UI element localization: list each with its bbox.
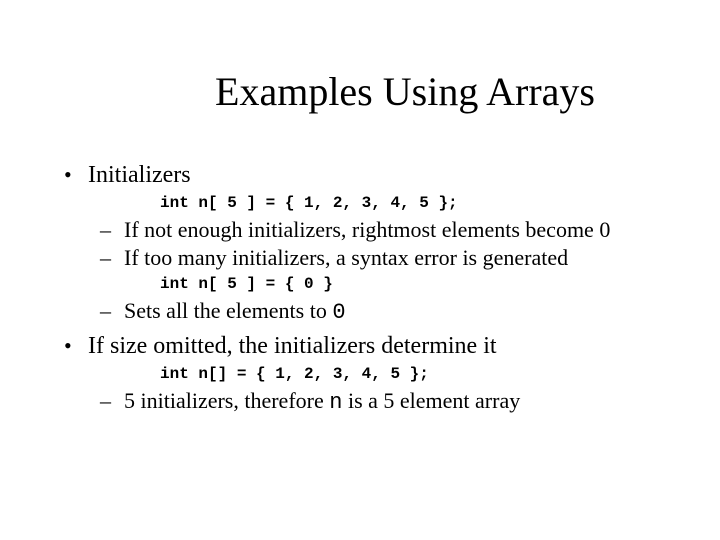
bullet-size-omitted: If size omitted, the initializers determ…	[60, 331, 680, 361]
slide: Examples Using Arrays Initializers int n…	[0, 0, 720, 540]
sub-five-init: 5 initializers, therefore n is a 5 eleme…	[60, 387, 680, 417]
sub-five-post: is a 5 element array	[342, 388, 520, 413]
code-line-1: int n[ 5 ] = { 1, 2, 3, 4, 5 };	[60, 193, 680, 213]
sub-too-many: If too many initializers, a syntax error…	[60, 244, 680, 272]
code-line-2: int n[ 5 ] = { 0 }	[60, 274, 680, 294]
slide-body: Initializers int n[ 5 ] = { 1, 2, 3, 4, …	[60, 160, 680, 416]
inline-code-zero: 0	[332, 300, 345, 325]
bullet-initializers: Initializers	[60, 160, 680, 190]
sub-sets-zero-text: Sets all the elements to	[124, 298, 332, 323]
inline-code-n: n	[329, 390, 342, 415]
sub-five-pre: 5 initializers, therefore	[124, 388, 329, 413]
code-line-3: int n[] = { 1, 2, 3, 4, 5 };	[60, 364, 680, 384]
sub-not-enough: If not enough initializers, rightmost el…	[60, 216, 680, 244]
slide-title: Examples Using Arrays	[0, 68, 720, 115]
sub-sets-zero: Sets all the elements to 0	[60, 297, 680, 327]
